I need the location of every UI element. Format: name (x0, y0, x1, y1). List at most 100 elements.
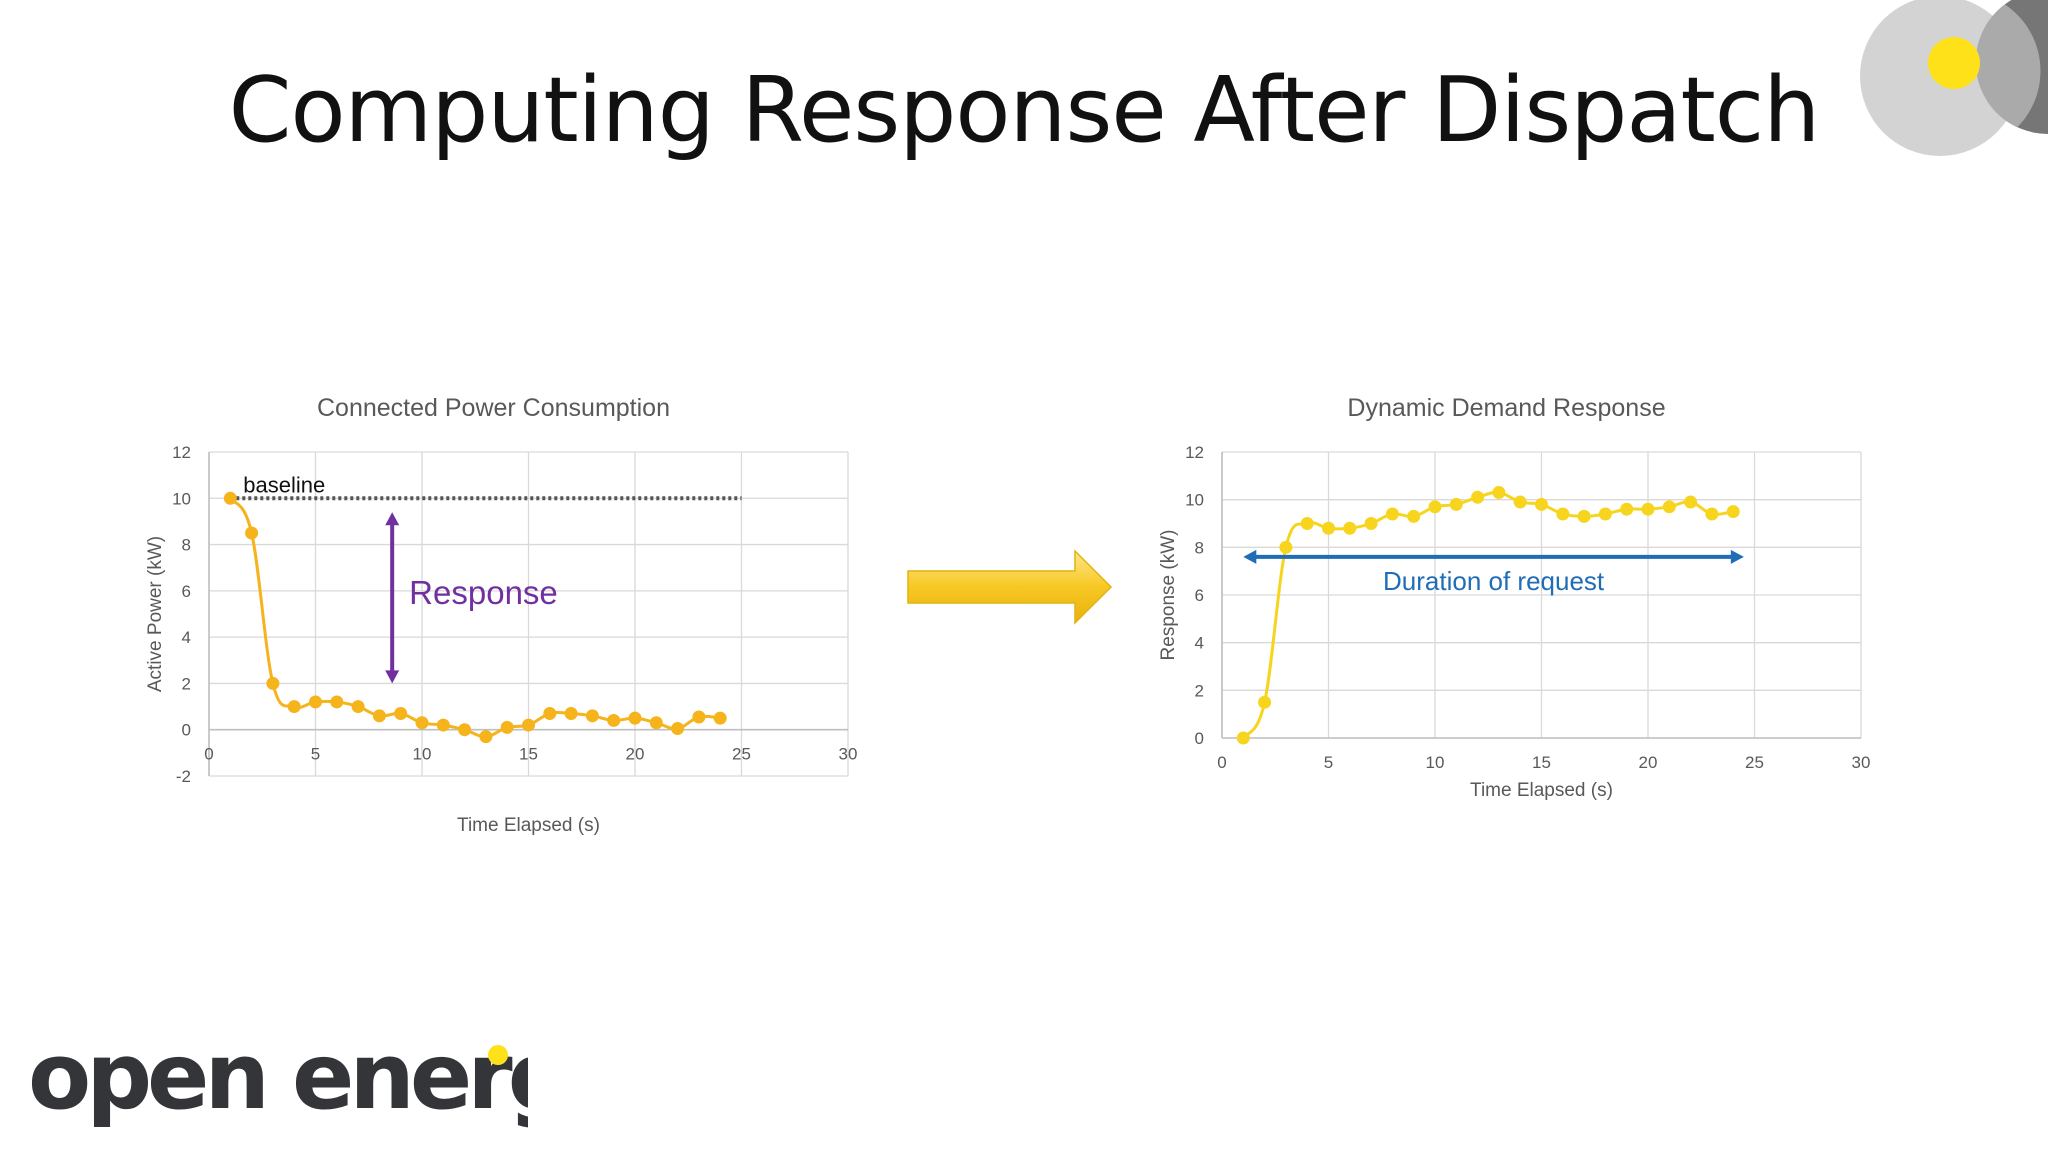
data-point (522, 718, 535, 732)
logo-i-dot (488, 1045, 508, 1065)
data-point (692, 710, 706, 724)
data-point (1300, 517, 1314, 530)
x-tick-label: 20 (626, 745, 645, 764)
data-point (1385, 507, 1399, 521)
data-point (1662, 500, 1676, 514)
data-point (394, 707, 408, 721)
data-point (436, 718, 450, 732)
x-tick-label: 30 (839, 745, 858, 764)
data-point (351, 700, 365, 714)
y-tick-label: 12 (1185, 443, 1204, 462)
open-energi-logo: open energi (28, 1040, 528, 1130)
data-point (1556, 507, 1570, 521)
circle-overlap (1975, 4, 2041, 128)
data-point (1343, 521, 1357, 535)
data-point (415, 716, 429, 730)
x-tick-label: 30 (1852, 753, 1871, 772)
y-tick-label: 2 (1195, 681, 1204, 700)
data-point (1513, 495, 1527, 509)
duration-label: Duration of request (1383, 566, 1605, 596)
data-point (1428, 500, 1442, 514)
response-label: Response (409, 574, 558, 611)
chart-title: Connected Power Consumption (317, 394, 670, 422)
chart-title: Dynamic Demand Response (1347, 394, 1665, 422)
data-point (287, 700, 301, 714)
data-point (1577, 509, 1591, 523)
x-tick-label: 0 (204, 745, 213, 764)
x-tick-label: 10 (1426, 753, 1445, 772)
dispatch-arrow (907, 549, 1113, 625)
y-axis-title: Active Power (kW) (145, 536, 166, 692)
y-tick-label: 6 (182, 582, 191, 601)
y-tick-label: 2 (182, 674, 191, 693)
y-tick-label: 0 (1195, 729, 1204, 748)
data-point (1322, 521, 1335, 535)
data-point (479, 730, 493, 744)
data-point (458, 723, 472, 737)
data-point (266, 676, 280, 690)
y-tick-label: -2 (176, 767, 191, 786)
data-point (585, 709, 599, 723)
x-tick-label: 15 (1532, 753, 1551, 772)
y-tick-label: 0 (182, 721, 191, 740)
series-line (1242, 490, 1734, 739)
y-axis-title: Response (kW) (1158, 530, 1179, 661)
logo-text: open energi (28, 1040, 528, 1130)
data-point (500, 720, 514, 734)
data-point (671, 722, 685, 736)
data-point (649, 716, 663, 730)
x-tick-label: 5 (1324, 753, 1333, 772)
y-tick-label: 12 (172, 443, 191, 462)
data-point (713, 711, 727, 725)
y-tick-label: 8 (1195, 538, 1204, 557)
response-arrow-head-up (385, 512, 400, 526)
data-point (1535, 497, 1548, 511)
data-point (1407, 509, 1421, 523)
duration-arrow-head-right (1730, 549, 1744, 564)
baseline-label: baseline (243, 472, 325, 497)
x-tick-label: 20 (1639, 753, 1658, 772)
brand-circles-decoration (1860, 0, 2048, 156)
y-tick-label: 10 (1185, 491, 1204, 510)
data-point (543, 707, 557, 721)
y-tick-label: 10 (172, 489, 191, 508)
x-axis-title: Time Elapsed (s) (457, 815, 600, 836)
data-point (1641, 502, 1655, 516)
x-tick-label: 25 (732, 745, 751, 764)
x-tick-label: 25 (1745, 753, 1764, 772)
data-point (223, 491, 237, 505)
data-point (1279, 540, 1293, 554)
y-tick-label: 8 (182, 536, 191, 555)
data-point (607, 713, 621, 727)
data-point (1705, 507, 1719, 521)
data-point (1726, 505, 1740, 519)
x-tick-label: 10 (413, 745, 432, 764)
slide-title: Computing Response After Dispatch (228, 58, 1821, 163)
y-tick-label: 6 (1195, 586, 1204, 605)
data-point (330, 695, 344, 709)
data-point (628, 711, 642, 725)
response-arrow-head-down (385, 670, 400, 684)
data-point (309, 695, 322, 709)
data-point (1364, 517, 1378, 530)
x-tick-label: 15 (519, 745, 538, 764)
x-tick-label: 5 (311, 745, 320, 764)
data-point (372, 709, 386, 723)
x-tick-label: 0 (1217, 753, 1226, 772)
data-point (1258, 695, 1272, 709)
x-axis-title: Time Elapsed (s) (1470, 780, 1613, 801)
data-point (564, 707, 578, 721)
y-tick-label: 4 (182, 628, 191, 647)
data-point (1620, 502, 1634, 516)
data-point (1492, 486, 1506, 500)
data-point (1684, 495, 1698, 509)
yellow-dot (1928, 37, 1980, 89)
data-point (1471, 490, 1485, 504)
y-tick-label: 4 (1195, 634, 1204, 653)
duration-arrow-head-left (1243, 549, 1257, 564)
data-point (1598, 507, 1612, 521)
data-point (1449, 497, 1463, 511)
data-point (1236, 731, 1250, 745)
